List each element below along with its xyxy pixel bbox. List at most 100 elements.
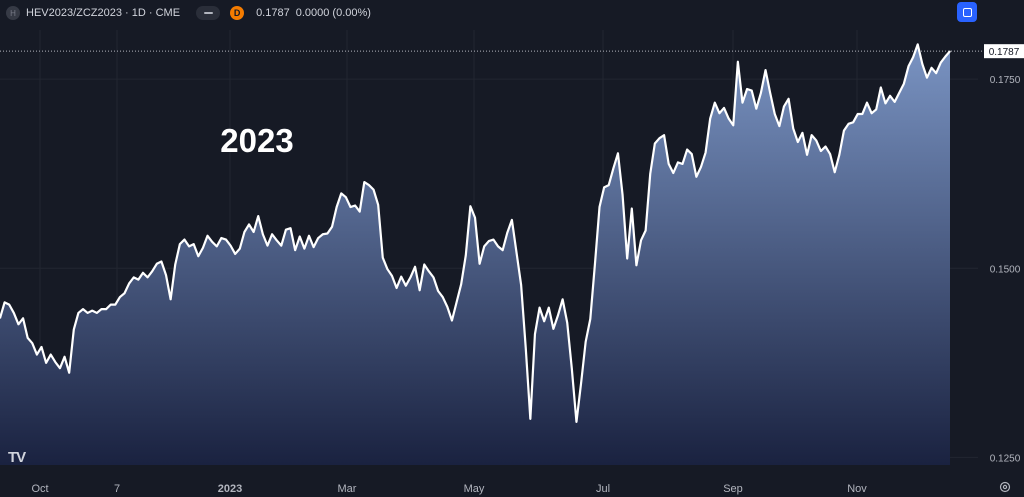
data-point <box>188 245 190 247</box>
data-point <box>59 367 61 369</box>
data-point <box>45 362 47 364</box>
data-point <box>778 125 780 127</box>
data-point <box>857 113 859 115</box>
data-point <box>621 194 624 196</box>
data-point <box>73 328 75 331</box>
data-point <box>442 296 444 298</box>
data-point <box>96 312 98 314</box>
data-point <box>257 215 259 217</box>
data-point <box>917 43 919 45</box>
data-point <box>119 296 121 298</box>
data-point <box>308 235 310 237</box>
data-point <box>336 206 338 208</box>
data-point <box>861 113 863 115</box>
fullscreen-button[interactable] <box>957 2 977 22</box>
fullscreen-icon <box>962 7 972 17</box>
x-tick-label: Mar <box>338 483 357 495</box>
data-point <box>409 276 412 278</box>
data-point <box>82 308 84 310</box>
data-point <box>755 108 757 110</box>
data-point <box>8 304 10 306</box>
data-point <box>640 239 642 241</box>
data-point <box>326 232 329 235</box>
data-point <box>368 184 370 186</box>
data-point <box>649 173 651 175</box>
data-point <box>50 353 52 356</box>
data-point <box>428 270 430 272</box>
data-point <box>834 171 836 173</box>
data-point <box>197 255 199 257</box>
data-point <box>603 186 605 188</box>
data-point <box>820 150 822 152</box>
data-point <box>663 134 665 136</box>
data-point <box>363 181 365 183</box>
data-point <box>396 287 398 289</box>
data-point <box>746 88 748 90</box>
data-point <box>824 145 827 148</box>
x-tick-label: 2023 <box>218 483 242 495</box>
data-point <box>206 235 209 237</box>
data-point <box>645 229 647 232</box>
data-point <box>741 102 744 104</box>
data-point <box>0 317 1 319</box>
data-point <box>497 245 499 247</box>
data-point <box>229 245 232 247</box>
year-annotation: 2023 <box>220 122 293 159</box>
data-point <box>589 318 591 320</box>
delayed-data-badge[interactable]: D <box>230 6 245 20</box>
data-point <box>4 301 6 303</box>
data-point <box>359 210 361 213</box>
data-point <box>806 154 808 156</box>
data-point <box>898 92 900 94</box>
data-point <box>889 95 891 97</box>
y-tick-label: 0.1750 <box>990 75 1021 86</box>
data-point <box>386 268 388 270</box>
data-point <box>280 245 282 247</box>
data-point <box>423 263 425 266</box>
data-point <box>658 137 661 139</box>
data-point <box>723 107 725 109</box>
data-point <box>17 323 20 325</box>
data-point <box>289 227 292 229</box>
data-point <box>714 102 716 104</box>
data-point <box>811 134 813 136</box>
data-point <box>552 328 555 330</box>
data-point <box>133 276 135 278</box>
data-point <box>598 206 601 208</box>
data-point <box>312 246 315 248</box>
data-point <box>534 333 536 335</box>
last-price-tag-label: 0.1787 <box>989 47 1020 58</box>
data-point <box>216 245 218 247</box>
data-points <box>0 43 951 423</box>
last-price-value: 0.1787 <box>256 7 290 19</box>
data-point <box>303 248 305 250</box>
data-point <box>668 163 670 165</box>
data-point <box>871 112 873 114</box>
data-point <box>538 307 541 309</box>
data-point <box>880 86 882 89</box>
data-point <box>718 112 721 114</box>
data-point <box>912 56 914 58</box>
data-point <box>515 251 518 254</box>
data-point <box>114 304 116 306</box>
data-point <box>156 263 158 265</box>
tradingview-logo[interactable]: TV <box>8 449 26 466</box>
price-axis[interactable]: 0.1750 0.1500 0.1250 <box>990 75 1021 464</box>
symbol-title[interactable]: HEV2023/ZCZ2023 · 1D · CME <box>26 7 181 19</box>
data-point <box>220 237 222 239</box>
data-point <box>704 151 707 154</box>
data-point <box>838 154 840 156</box>
data-point <box>151 270 153 272</box>
data-point <box>852 121 854 123</box>
settings-gear-icon[interactable] <box>998 480 1012 494</box>
data-point <box>142 272 144 274</box>
data-point <box>137 279 139 281</box>
x-tick-label: May <box>464 483 485 495</box>
data-point <box>571 368 573 370</box>
data-point <box>940 61 942 64</box>
minus-pill-icon[interactable] <box>196 6 221 20</box>
time-axis[interactable]: Oct 7 2023 Mar May Jul Sep Nov <box>31 483 867 495</box>
data-point <box>419 289 421 291</box>
data-point <box>285 229 287 231</box>
